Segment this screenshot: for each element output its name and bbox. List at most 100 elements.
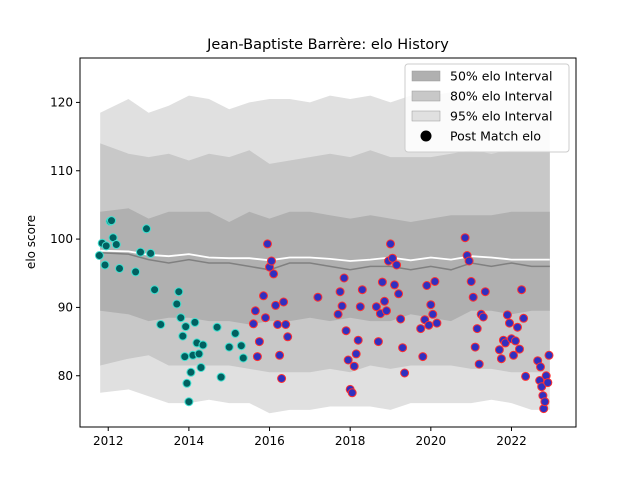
data-point	[156, 320, 166, 329]
data-point	[181, 322, 191, 332]
legend-label: 95% elo Interval	[450, 109, 552, 124]
x-tick-label: 2018	[335, 434, 366, 448]
y-tick-label: 90	[58, 300, 73, 314]
x-tick-label: 2012	[93, 434, 124, 448]
data-point	[396, 314, 406, 324]
data-point	[422, 281, 432, 290]
data-point	[267, 256, 276, 266]
y-axis-ticks: 80 90 100 110 120	[50, 95, 80, 383]
data-point	[178, 331, 188, 341]
elo-interval-bands	[100, 92, 550, 414]
data-point	[351, 349, 361, 359]
x-axis-ticks: 2012 2014 2016 2018 2020 2022	[93, 427, 527, 448]
data-point	[174, 287, 184, 297]
data-point	[400, 368, 410, 378]
data-point	[357, 285, 367, 295]
data-point	[216, 372, 226, 382]
data-point	[335, 287, 345, 297]
data-point	[131, 267, 141, 277]
data-point	[505, 318, 514, 328]
data-point	[472, 324, 482, 334]
legend-label: 80% elo Interval	[450, 89, 552, 104]
data-point	[184, 397, 194, 407]
data-point	[196, 363, 206, 372]
data-point	[115, 264, 124, 273]
elo-line	[100, 249, 550, 262]
data-point	[432, 318, 442, 328]
median-elo-line	[100, 252, 550, 271]
data-point	[186, 367, 196, 377]
data-point	[474, 359, 484, 369]
legend-swatch	[411, 110, 441, 122]
data-point	[394, 289, 404, 299]
data-point	[537, 382, 547, 392]
data-point	[353, 335, 363, 345]
data-point	[263, 239, 272, 249]
data-point	[377, 277, 387, 287]
data-point	[478, 312, 488, 322]
data-point	[273, 320, 283, 329]
data-point	[371, 302, 381, 312]
data-point	[355, 302, 365, 312]
data-point	[386, 239, 395, 249]
data-point	[279, 297, 289, 307]
data-point	[509, 350, 518, 360]
data-point	[281, 320, 291, 329]
data-point	[424, 320, 434, 330]
data-point	[176, 313, 186, 323]
data-point	[212, 322, 222, 332]
data-point	[544, 350, 554, 360]
data-point	[94, 251, 104, 260]
data-point	[182, 378, 192, 388]
data-point	[519, 313, 529, 323]
data-point	[494, 345, 504, 355]
data-point	[390, 280, 399, 290]
legend-box	[404, 63, 570, 153]
data-point	[252, 352, 262, 362]
data-point	[271, 300, 281, 310]
data-point	[511, 336, 520, 346]
legend: 50% elo Interval 80% elo Interval 95% elo …	[404, 63, 570, 153]
y-tick-label: 80	[58, 369, 73, 383]
data-point	[111, 240, 121, 249]
data-point	[172, 299, 182, 309]
data-point	[100, 260, 110, 270]
legend-swatch	[411, 90, 441, 102]
data-point	[382, 306, 391, 316]
data-point	[337, 301, 347, 311]
data-point	[343, 355, 353, 365]
data-point	[146, 248, 156, 258]
data-point	[333, 309, 343, 319]
data-point	[283, 332, 293, 342]
x-tick-label: 2022	[496, 434, 527, 448]
data-point	[430, 277, 440, 286]
legend-label: 50% elo Interval	[450, 69, 552, 84]
legend-label: Post Match elo	[450, 129, 541, 144]
data-point	[543, 378, 553, 388]
data-point	[277, 374, 287, 383]
elo-lines	[100, 249, 550, 271]
data-point	[502, 310, 512, 320]
x-tick-label: 2016	[254, 434, 285, 448]
data-point	[496, 354, 506, 364]
data-point	[339, 273, 349, 283]
band-50	[100, 208, 550, 325]
data-point	[398, 343, 408, 353]
y-axis-label: elo score	[24, 215, 38, 269]
data-point	[466, 277, 476, 286]
data-point	[190, 317, 200, 327]
data-point	[224, 342, 234, 352]
data-point	[388, 253, 397, 263]
data-point	[250, 306, 260, 316]
data-point	[392, 260, 402, 270]
data-point	[142, 224, 151, 234]
data-point	[180, 352, 190, 362]
data-point	[341, 326, 351, 336]
data-point	[540, 397, 550, 407]
data-point	[418, 352, 428, 362]
data-point	[380, 296, 389, 306]
data-point	[464, 256, 474, 266]
data-point	[500, 338, 510, 348]
data-point	[136, 247, 145, 257]
